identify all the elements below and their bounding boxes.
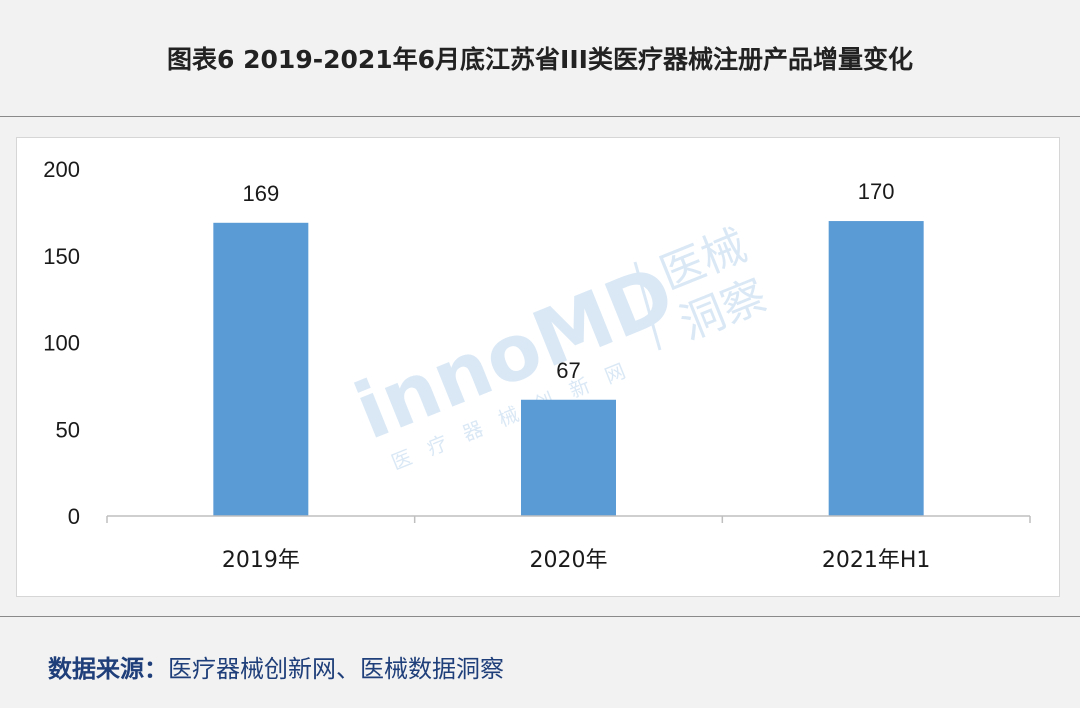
x-category-label: 2020年 <box>530 548 608 573</box>
bar-data-label: 170 <box>858 179 895 204</box>
bar <box>213 222 309 516</box>
x-axis-ticks <box>106 516 1031 523</box>
source-text: 医疗器械创新网、医械数据洞察 <box>168 654 504 683</box>
bar-data-label: 67 <box>556 358 580 383</box>
bar <box>521 399 616 516</box>
data-labels: 169 67 170 <box>242 179 894 383</box>
bar <box>828 221 924 517</box>
bars <box>213 221 924 517</box>
x-axis-labels: 2019年 2020年 2021年H1 <box>222 548 931 573</box>
source-label: 数据来源： <box>48 654 168 683</box>
top-divider <box>0 116 1080 117</box>
watermark-divider <box>633 261 662 351</box>
x-category-label: 2019年 <box>222 548 300 573</box>
y-tick-label: 0 <box>68 504 80 529</box>
bar-data-label: 169 <box>242 181 279 206</box>
source-note: 数据来源： 医疗器械创新网、医械数据洞察 <box>48 646 504 686</box>
y-tick-label: 100 <box>43 331 80 356</box>
y-tick-label: 150 <box>43 244 80 269</box>
y-axis-ticks: 0 50 100 150 200 <box>43 157 80 529</box>
x-category-label: 2021年H1 <box>822 548 931 573</box>
chart-title: 图表6 2019-2021年6月底江苏省III类医疗器械注册产品增量变化 <box>167 45 913 74</box>
y-tick-label: 200 <box>43 157 80 182</box>
bottom-divider <box>0 616 1080 617</box>
y-tick-label: 50 <box>56 417 80 442</box>
